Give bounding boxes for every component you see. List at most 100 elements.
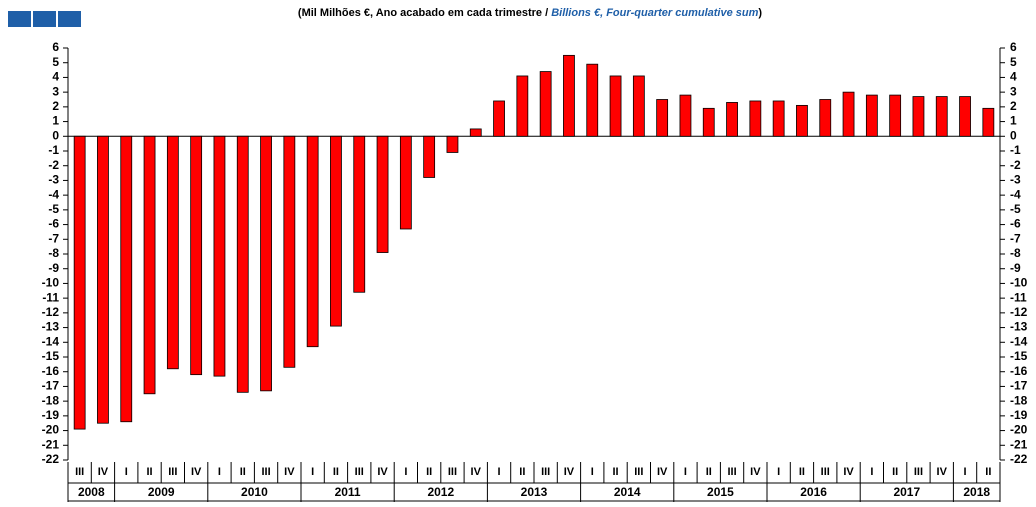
bar bbox=[632, 75, 645, 137]
y-tick-label: -14 bbox=[42, 334, 60, 348]
y-tick-label: 1 bbox=[52, 114, 59, 128]
x-tick-label: III bbox=[727, 466, 736, 478]
logo-block bbox=[33, 11, 56, 27]
y2-tick-label: 2 bbox=[1010, 99, 1017, 113]
x-tick-label: II bbox=[706, 466, 712, 478]
x-tick-label: IV bbox=[750, 466, 761, 478]
x-tick-label: II bbox=[519, 466, 525, 478]
bar bbox=[842, 91, 855, 137]
y2-tick-label: -7 bbox=[1010, 231, 1021, 245]
bar bbox=[539, 71, 552, 137]
x-tick-label: III bbox=[261, 466, 270, 478]
bar bbox=[283, 135, 296, 368]
y-tick-label: -5 bbox=[48, 202, 59, 216]
y-tick-label: -7 bbox=[48, 231, 59, 245]
y-tick-label: -3 bbox=[48, 173, 59, 187]
y2-tick-label: -4 bbox=[1010, 187, 1021, 201]
y2-tick-label: -11 bbox=[1010, 290, 1027, 304]
x-tick-label: IV bbox=[564, 466, 575, 478]
year-label: 2010 bbox=[241, 485, 268, 499]
x-tick-label: II bbox=[799, 466, 805, 478]
y2-tick-label: 0 bbox=[1010, 128, 1017, 142]
x-tick-label: III bbox=[75, 466, 84, 478]
bar bbox=[73, 135, 86, 430]
y-tick-label: -8 bbox=[48, 246, 59, 260]
bar bbox=[166, 135, 179, 370]
y2-tick-label: 6 bbox=[1010, 40, 1017, 54]
y2-tick-label: -21 bbox=[1010, 437, 1028, 451]
year-label: 2013 bbox=[521, 485, 548, 499]
year-label: 2017 bbox=[893, 485, 920, 499]
y-tick-label: -12 bbox=[42, 305, 60, 319]
y2-tick-label: -13 bbox=[1010, 320, 1028, 334]
bar bbox=[679, 94, 692, 137]
year-label: 2008 bbox=[78, 485, 105, 499]
bar bbox=[190, 135, 203, 376]
bar bbox=[306, 135, 319, 348]
bar bbox=[423, 135, 436, 178]
y2-tick-label: -2 bbox=[1010, 158, 1021, 172]
bar bbox=[889, 94, 902, 137]
bar bbox=[469, 128, 482, 137]
y2-tick-label: -5 bbox=[1010, 202, 1021, 216]
x-tick-label: IV bbox=[191, 466, 202, 478]
x-tick-label: IV bbox=[471, 466, 482, 478]
y-tick-label: 3 bbox=[52, 84, 59, 98]
x-tick-label: III bbox=[168, 466, 177, 478]
y-tick-label: -16 bbox=[42, 364, 60, 378]
y2-tick-label: -20 bbox=[1010, 423, 1028, 437]
x-tick-label: III bbox=[448, 466, 457, 478]
bar bbox=[772, 100, 785, 137]
y-tick-label: 2 bbox=[52, 99, 59, 113]
x-tick-label: I bbox=[964, 466, 967, 478]
bar bbox=[912, 96, 925, 137]
y-tick-label: -21 bbox=[42, 437, 60, 451]
x-tick-label: I bbox=[311, 466, 314, 478]
bar bbox=[749, 100, 762, 137]
year-label: 2018 bbox=[963, 485, 990, 499]
y-tick-label: -4 bbox=[48, 187, 59, 201]
year-label: 2014 bbox=[614, 485, 641, 499]
title-en: Billions €, Four-quarter cumulative sum bbox=[551, 7, 758, 19]
x-tick-label: IV bbox=[377, 466, 388, 478]
x-tick-label: I bbox=[218, 466, 221, 478]
bar bbox=[330, 135, 342, 327]
y2-tick-label: 4 bbox=[1010, 70, 1017, 84]
y-tick-label: 6 bbox=[52, 40, 59, 54]
bar bbox=[982, 107, 995, 137]
bar bbox=[399, 135, 412, 230]
x-tick-label: IV bbox=[843, 466, 854, 478]
y-tick-label: 4 bbox=[52, 70, 59, 84]
year-label: 2011 bbox=[335, 485, 361, 499]
y-tick-label: -22 bbox=[42, 452, 60, 466]
x-tick-label: III bbox=[821, 466, 830, 478]
x-tick-label: I bbox=[684, 466, 687, 478]
bar bbox=[702, 107, 715, 137]
y-tick-label: -6 bbox=[48, 217, 59, 231]
y2-tick-label: -1 bbox=[1010, 143, 1021, 157]
x-tick-label: IV bbox=[657, 466, 668, 478]
x-tick-label: II bbox=[146, 466, 152, 478]
y-tick-label: -10 bbox=[42, 276, 60, 290]
y2-tick-label: -16 bbox=[1010, 364, 1028, 378]
bar bbox=[260, 135, 272, 392]
x-tick-label: III bbox=[634, 466, 643, 478]
y2-tick-label: -17 bbox=[1010, 379, 1028, 393]
y2-tick-label: -15 bbox=[1010, 349, 1028, 363]
bar bbox=[726, 102, 738, 137]
y-tick-label: -11 bbox=[42, 290, 59, 304]
y-tick-label: 0 bbox=[52, 128, 59, 142]
year-label: 2009 bbox=[148, 485, 175, 499]
x-tick-label: III bbox=[914, 466, 923, 478]
title-pt: (Mil Milhões €, Ano acabado em cada trim… bbox=[298, 7, 551, 19]
bar bbox=[563, 54, 575, 137]
year-label: 2015 bbox=[707, 485, 734, 499]
bar bbox=[376, 135, 389, 253]
bar bbox=[353, 135, 366, 293]
bar bbox=[935, 96, 948, 137]
year-label: 2012 bbox=[427, 485, 454, 499]
x-tick-label: IV bbox=[98, 466, 109, 478]
y-tick-label: -13 bbox=[42, 320, 60, 334]
y2-tick-label: -3 bbox=[1010, 173, 1021, 187]
year-label: 2016 bbox=[800, 485, 827, 499]
